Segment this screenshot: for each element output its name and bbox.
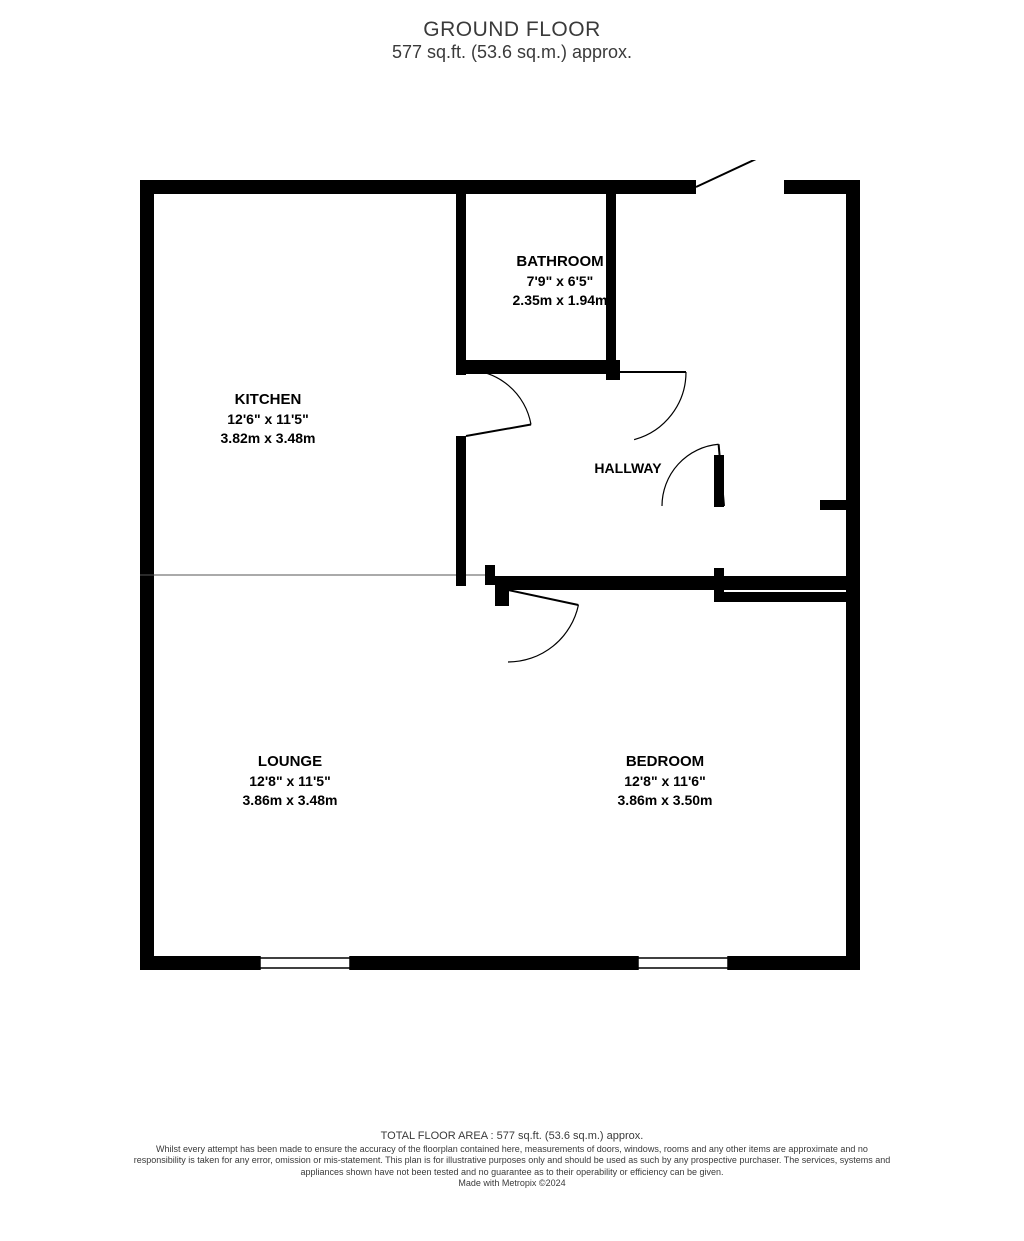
bedroom-label: BEDROOM 12'8" x 11'6" 3.86m x 3.50m — [575, 752, 755, 810]
footer-total: TOTAL FLOOR AREA : 577 sq.ft. (53.6 sq.m… — [132, 1130, 892, 1142]
hallway-name: HALLWAY — [594, 460, 661, 476]
lounge-dim-imp: 12'8" x 11'5" — [200, 772, 380, 791]
floorplan-title: GROUND FLOOR 577 sq.ft. (53.6 sq.m.) app… — [0, 18, 1024, 63]
bedroom-name: BEDROOM — [575, 752, 755, 772]
kitchen-label: KITCHEN 12'6" x 11'5" 3.82m x 3.48m — [178, 390, 358, 448]
bedroom-dim-met: 3.86m x 3.50m — [575, 791, 755, 810]
bathroom-dim-met: 2.35m x 1.94m — [470, 291, 650, 310]
bathroom-label: BATHROOM 7'9" x 6'5" 2.35m x 1.94m — [470, 252, 650, 310]
hallway-label: HALLWAY — [578, 460, 678, 476]
title-sub: 577 sq.ft. (53.6 sq.m.) approx. — [0, 42, 1024, 63]
bathroom-name: BATHROOM — [470, 252, 650, 272]
footer-disclaimer: Whilst every attempt has been made to en… — [132, 1144, 892, 1178]
kitchen-dim-met: 3.82m x 3.48m — [178, 429, 358, 448]
floorplan-footer: TOTAL FLOOR AREA : 577 sq.ft. (53.6 sq.m… — [132, 1130, 892, 1188]
kitchen-name: KITCHEN — [178, 390, 358, 410]
bedroom-dim-imp: 12'8" x 11'6" — [575, 772, 755, 791]
lounge-name: LOUNGE — [200, 752, 380, 772]
bathroom-dim-imp: 7'9" x 6'5" — [470, 272, 650, 291]
title-main: GROUND FLOOR — [0, 18, 1024, 42]
lounge-label: LOUNGE 12'8" x 11'5" 3.86m x 3.48m — [200, 752, 380, 810]
footer-made: Made with Metropix ©2024 — [132, 1178, 892, 1188]
kitchen-dim-imp: 12'6" x 11'5" — [178, 410, 358, 429]
lounge-dim-met: 3.86m x 3.48m — [200, 791, 380, 810]
